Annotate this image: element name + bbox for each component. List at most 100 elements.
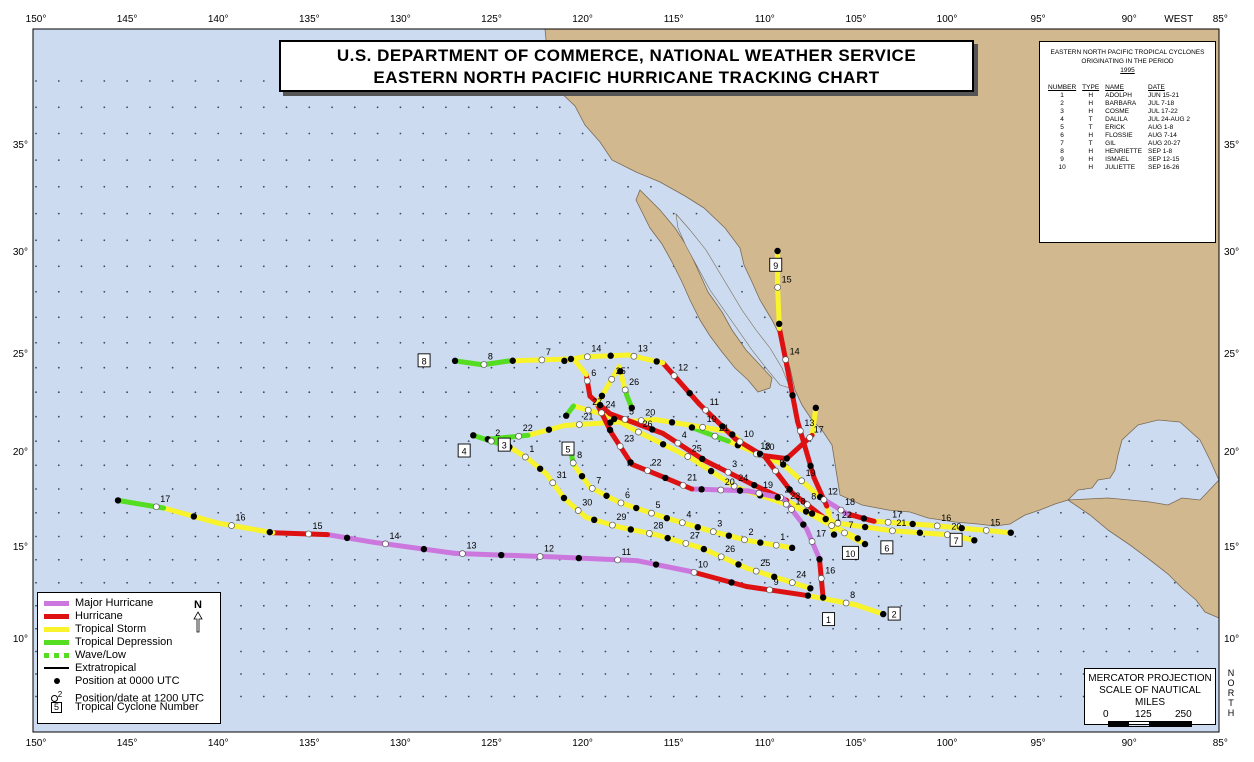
table-cell: ISMAEL: [1105, 156, 1129, 163]
position-0000-utc: [420, 545, 428, 553]
grid-dot: [763, 440, 766, 443]
grid-dot: [558, 132, 561, 135]
grid-dot: [217, 488, 220, 490]
grid-dot: [103, 185, 106, 188]
title-line-2: EASTERN NORTH PACIFIC HURRICANE TRACKING…: [373, 68, 880, 87]
position-0000-utc: [816, 556, 823, 563]
grid-dot: [171, 159, 174, 162]
grid-dot: [946, 650, 948, 653]
grid-dot: [262, 558, 265, 561]
grid-dot: [217, 316, 220, 319]
grid-dot: [331, 265, 333, 268]
grid-dot: [262, 627, 265, 630]
grid-dot: [80, 265, 83, 268]
grid-dot: [604, 440, 607, 443]
storm-number-label: 8: [422, 356, 427, 366]
position-0000-utc: [698, 486, 705, 493]
storm-number-box: [880, 540, 894, 555]
grid-dot: [353, 464, 356, 467]
grid-dot: [171, 366, 174, 369]
date-label: 25: [692, 444, 702, 454]
grid-dot: [650, 464, 652, 467]
grid-dot: [262, 464, 265, 467]
legend-tropical-depression: Tropical Depression: [44, 636, 172, 649]
grid-dot: [832, 673, 834, 675]
table-cell: H: [1088, 148, 1094, 155]
grid-dot: [1128, 627, 1131, 630]
grid-dot: [262, 159, 265, 162]
grid-dot: [353, 185, 356, 188]
grid-dot: [331, 316, 333, 319]
grid-dot: [581, 415, 584, 418]
grid-dot: [308, 464, 311, 467]
grid-dot: [57, 212, 60, 215]
grid-dot: [855, 650, 857, 653]
grid-dot: [536, 511, 538, 514]
grid-dot: [126, 341, 128, 344]
grid-dot: [376, 106, 379, 109]
date-label: 20: [765, 442, 775, 452]
grid-dot: [422, 415, 425, 418]
grid-dot: [445, 239, 447, 242]
track-segment: [634, 558, 695, 575]
lon-tick-label-top: 145°: [117, 14, 138, 25]
grid-dot: [1082, 581, 1085, 584]
grid-dot: [900, 604, 903, 607]
lon-tick-label-top: 125°: [481, 14, 502, 25]
grid-dot: [1173, 581, 1176, 584]
track-segment: [616, 499, 668, 520]
grid-dot: [1060, 627, 1062, 630]
grid-dot: [57, 535, 60, 538]
track-segment: [270, 530, 331, 538]
grid-dot: [718, 604, 721, 607]
grid-dot: [194, 391, 197, 394]
grid-dot: [217, 581, 220, 584]
table-header-line-2: ORIGINATING IN THE PERIOD: [1081, 58, 1174, 65]
grid-dot: [331, 132, 333, 135]
grid-dot: [217, 265, 220, 268]
grid-dot: [991, 604, 994, 607]
grid-dot: [445, 604, 447, 607]
grid-dot: [877, 581, 880, 584]
grid-dot: [558, 604, 561, 607]
grid-dot: [331, 366, 333, 369]
grid-dot: [262, 212, 265, 215]
date-label: 29: [616, 512, 626, 522]
grid-dot: [695, 440, 698, 443]
grid-dot: [490, 106, 493, 109]
position-1200-utc: [837, 506, 845, 514]
position-0000-utc: [603, 492, 610, 499]
grid-dot: [490, 415, 493, 418]
grid-dot: [604, 627, 607, 630]
table-row: 5 T ERICK AUG 1-8: [1045, 124, 1193, 132]
grid-dot: [194, 185, 197, 188]
grid-dot: [604, 265, 607, 268]
grid-dot: [103, 415, 106, 418]
grid-dot: [672, 581, 675, 584]
position-1200-utc: [717, 553, 725, 561]
grid-dot: [422, 650, 425, 653]
grid-dot: [627, 650, 629, 653]
grid-dot: [877, 511, 880, 514]
grid-dot: [285, 366, 288, 369]
grid-dot: [376, 239, 379, 242]
position-1200-utc: [515, 432, 523, 440]
lon-tick-label-top: 85°: [1213, 14, 1228, 25]
grid-dot: [217, 212, 220, 215]
date-label: 7: [596, 475, 601, 485]
grid-dot: [490, 650, 493, 653]
grid-dot: [490, 604, 493, 607]
grid-dot: [35, 316, 37, 319]
grid-dot: [376, 316, 379, 319]
grid-dot: [718, 511, 721, 514]
position-1200-utc: [480, 361, 488, 368]
grid-dot: [718, 391, 721, 394]
grid-dot: [194, 212, 197, 215]
grid-dot: [786, 391, 789, 394]
gulf-of-california: [675, 213, 791, 389]
position-0000-utc: [788, 544, 796, 552]
grid-dot: [35, 673, 37, 675]
position-1200-utc: [588, 484, 596, 492]
grid-dot: [103, 440, 106, 443]
grid-dot: [126, 464, 128, 467]
